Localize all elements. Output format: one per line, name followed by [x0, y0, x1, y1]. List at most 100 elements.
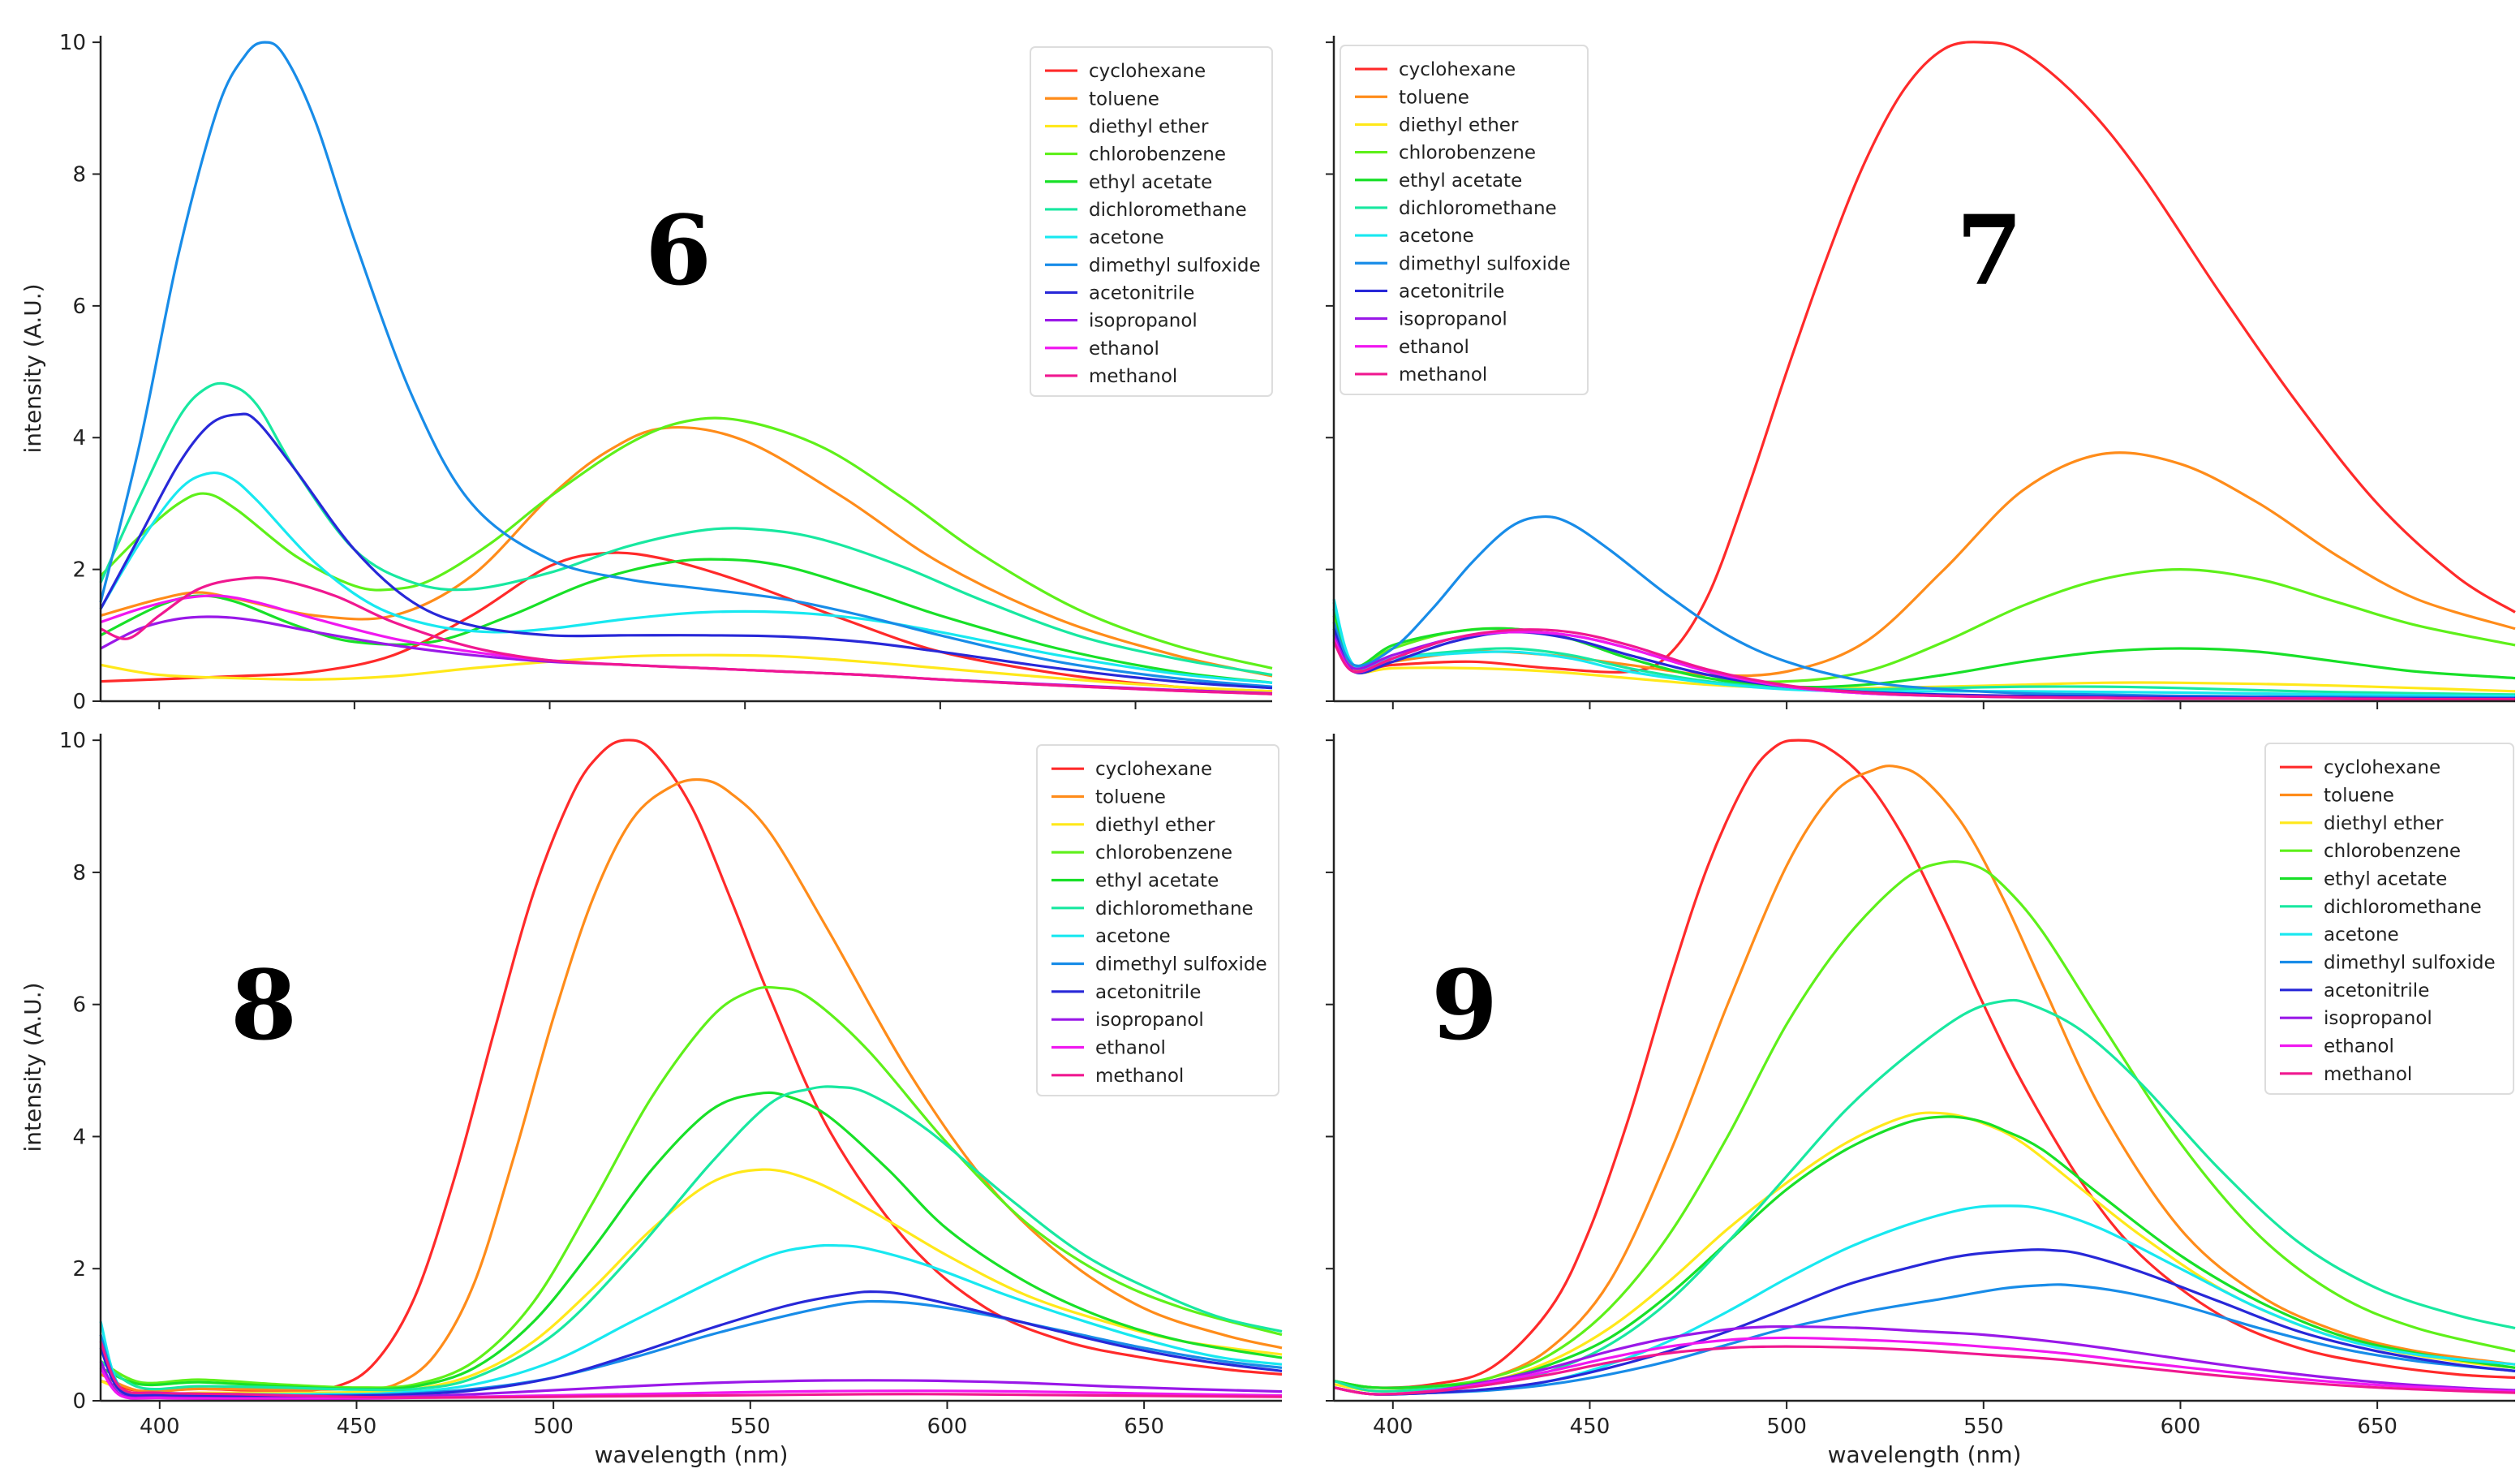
legend-entry: ethyl acetate — [1089, 172, 1212, 193]
series-line-methanol — [99, 1341, 1283, 1399]
legend-entry: dimethyl sulfoxide — [1399, 253, 1571, 274]
series-line-dichloromethane — [1332, 601, 2516, 696]
series-lines — [99, 739, 1283, 1401]
x-tick-label: 400 — [140, 1415, 180, 1439]
chart-panel-7: 7 cyclohexane toluene diethyl ether chlorobe… — [1326, 36, 2516, 709]
series-line-ethyl-acetate — [1332, 608, 2516, 689]
legend-entry: diethyl ether — [2324, 813, 2444, 834]
y-tick-label: 4 — [72, 426, 86, 450]
y-axis-title: intensity (A.U.) — [19, 982, 46, 1152]
series-line-toluene — [1333, 764, 2516, 1389]
series-line-cyclohexane — [100, 739, 1283, 1393]
series-line-dimethyl-sulfoxide — [99, 1299, 1283, 1398]
y-axis-title: intensity (A.U.) — [19, 283, 46, 453]
legend-entry: dimethyl sulfoxide — [1089, 255, 1261, 276]
legend-entry: acetonitrile — [1089, 282, 1194, 304]
legend-entry: ethanol — [1095, 1038, 1166, 1059]
legend-entry: acetone — [2324, 924, 2399, 945]
x-axis-title: wavelength (nm) — [595, 1441, 789, 1468]
legend-entry: ethanol — [1089, 338, 1159, 360]
x-tick-label: 450 — [337, 1415, 377, 1439]
x-tick-label: 500 — [1766, 1415, 1807, 1439]
chart-panel-6: 0 2 4 6 8 10 intensity (A.U.) 6 cyclohexane tolue… — [19, 31, 1273, 714]
legend-entry: dimethyl sulfoxide — [2324, 953, 2496, 974]
chart-panel-8: 400 450 500 550 600 650 0 2 4 6 8 10 intensity (A.U.… — [19, 729, 1283, 1468]
y-tick-label: 0 — [72, 1389, 86, 1414]
legend-entry: ethyl acetate — [1095, 871, 1219, 892]
legend-entry: methanol — [1095, 1066, 1184, 1087]
series-line-acetonitrile — [99, 1290, 1283, 1398]
series-line-cyclohexane — [1332, 41, 2516, 674]
legend-entry: acetone — [1089, 227, 1164, 248]
y-tick-label: 8 — [72, 861, 86, 885]
series-line-diethyl-ether — [1332, 641, 2516, 693]
legend-entry: chlorobenzene — [1089, 144, 1226, 166]
compound-label: 9 — [1431, 949, 1498, 1062]
series-line-methanol — [1332, 628, 2516, 701]
series-line-dimethyl-sulfoxide — [99, 41, 1273, 688]
series-line-toluene — [100, 426, 1273, 678]
series-line-diethyl-ether — [100, 653, 1273, 693]
y-tick-label: 2 — [72, 1257, 86, 1281]
y-tick-label: 10 — [59, 31, 86, 55]
y-tick-label: 6 — [72, 295, 86, 319]
legend-entry: toluene — [1089, 88, 1159, 110]
series-line-methanol — [100, 576, 1273, 696]
legend: cyclohexane toluene diethyl ether chloroben… — [1030, 46, 1273, 397]
y-tick-label: 0 — [72, 690, 86, 714]
legend-entry: cyclohexane — [1095, 759, 1212, 780]
legend-box — [1340, 45, 1589, 395]
legend: cyclohexane toluene diethyl ether chloroben… — [2264, 743, 2514, 1095]
legend-entry: cyclohexane — [1399, 59, 1516, 80]
series-line-toluene — [1332, 451, 2516, 678]
legend-entry: dichloromethane — [2324, 897, 2482, 918]
legend-entry: methanol — [1399, 364, 1487, 385]
compound-label: 7 — [1956, 194, 2023, 307]
x-tick-label: 500 — [533, 1415, 574, 1439]
series-line-ethanol — [1333, 1336, 2516, 1396]
legend-entry: diethyl ether — [1399, 114, 1519, 136]
series-line-dichloromethane — [100, 1085, 1283, 1392]
legend-entry: diethyl ether — [1089, 116, 1209, 137]
legend-box — [1030, 46, 1273, 397]
series-line-cyclohexane — [100, 551, 1273, 693]
x-tick-label: 450 — [1570, 1415, 1610, 1439]
x-tick-label: 650 — [2357, 1415, 2397, 1439]
series-line-dichloromethane — [1333, 998, 2516, 1393]
y-tick-label: 10 — [59, 729, 86, 753]
series-line-chlorobenzene — [1333, 859, 2516, 1389]
legend-entry: toluene — [1399, 87, 1469, 108]
legend-entry: dimethyl sulfoxide — [1095, 954, 1267, 976]
legend-entry: ethyl acetate — [2324, 869, 2447, 890]
x-tick-label: 400 — [1373, 1415, 1413, 1439]
legend-entry: cyclohexane — [2324, 757, 2440, 778]
x-axis-title: wavelength (nm) — [1828, 1441, 2022, 1468]
compound-label: 8 — [230, 949, 297, 1062]
series-line-methanol — [1333, 1345, 2516, 1396]
legend-entry: methanol — [1089, 366, 1177, 387]
legend-entry: acetonitrile — [2324, 980, 2429, 1001]
series-line-ethyl-acetate — [100, 1091, 1283, 1391]
y-tick-label: 2 — [72, 558, 86, 583]
series-line-acetonitrile — [99, 412, 1273, 690]
compound-label: 6 — [645, 194, 712, 307]
legend-entry: chlorobenzene — [2324, 841, 2461, 862]
series-line-isopropanol — [1333, 1324, 2516, 1396]
x-tick-label: 600 — [927, 1415, 968, 1439]
y-tick-label: 6 — [72, 993, 86, 1018]
series-line-ethyl-acetate — [100, 558, 1273, 684]
legend-entry: dichloromethane — [1089, 200, 1247, 221]
x-tick-label: 550 — [730, 1415, 771, 1439]
x-tick-label: 650 — [1124, 1415, 1164, 1439]
legend-entry: acetonitrile — [1399, 281, 1504, 302]
series-line-acetone — [99, 471, 1273, 684]
legend-entry: acetone — [1095, 926, 1171, 947]
legend-entry: methanol — [2324, 1064, 2412, 1085]
legend-entry: isopropanol — [1399, 309, 1507, 330]
series-lines — [99, 41, 1273, 696]
legend-entry: isopropanol — [1089, 311, 1198, 332]
legend-entry: isopropanol — [2324, 1008, 2432, 1029]
x-tick-label: 600 — [2161, 1415, 2201, 1439]
legend-entry: toluene — [2324, 786, 2394, 807]
